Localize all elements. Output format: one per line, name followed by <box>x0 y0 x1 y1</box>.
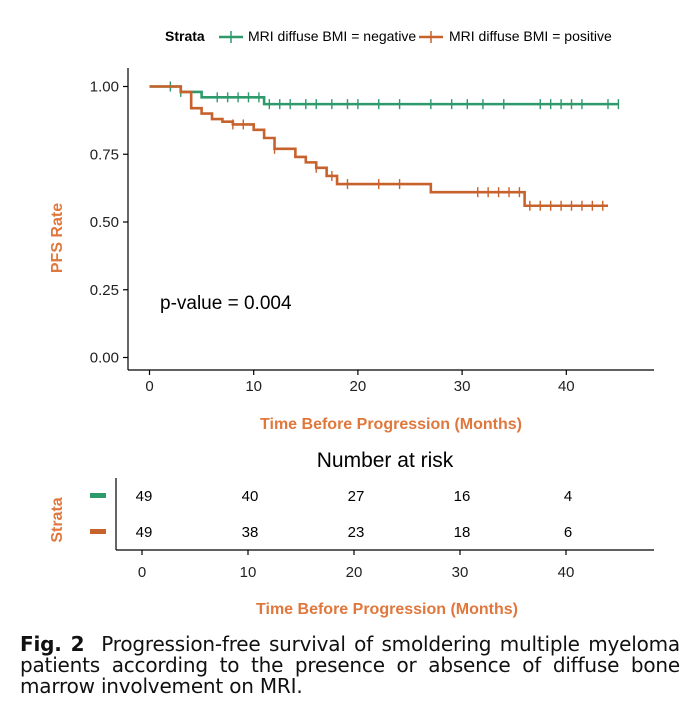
y-axis-title: PFS Rate <box>49 203 66 273</box>
x-tick-label: 10 <box>245 378 262 395</box>
risk-table-cell: 4 <box>564 488 572 505</box>
y-tick-label: 0.25 <box>90 282 119 299</box>
risk-x-tick-label: 0 <box>138 564 146 581</box>
risk-table-axes <box>115 478 654 551</box>
risk-table-title: Number at risk <box>317 449 454 472</box>
legend-label-negative: MRI diffuse BMI = negative <box>248 28 416 44</box>
x-tick-label: 20 <box>350 378 367 395</box>
risk-x-tick-label: 40 <box>558 564 575 581</box>
risk-row-key-positive <box>90 529 106 534</box>
survival-curve-negative <box>149 85 619 106</box>
y-tick-label: 0.50 <box>90 214 119 231</box>
legend: Strata MRI diffuse BMI = negative MRI di… <box>165 28 612 44</box>
risk-table-cell: 49 <box>136 488 153 505</box>
x-tick-label: 0 <box>145 378 153 395</box>
x-ticks: 0 10 20 30 40 <box>145 370 575 395</box>
x-tick-label: 40 <box>558 378 575 395</box>
risk-table-strata-label: Strata <box>49 497 66 542</box>
risk-table: 49 40 27 16 4 49 38 23 18 6 0 10 20 30 40 <box>90 488 574 581</box>
y-tick-label: 0.75 <box>90 146 119 163</box>
p-value-annotation: p-value = 0.004 <box>160 293 292 314</box>
risk-table-cell: 16 <box>454 488 471 505</box>
risk-table-cell: 49 <box>136 524 153 541</box>
risk-x-tick-label: 10 <box>240 564 257 581</box>
risk-table-cell: 27 <box>348 488 365 505</box>
risk-table-cell: 18 <box>454 524 471 541</box>
figure-label: Fig. 2 <box>20 632 85 656</box>
figure-caption: Fig. 2 Progression-free survival of smol… <box>20 634 680 697</box>
risk-table-cell: 38 <box>242 524 259 541</box>
risk-table-cell: 6 <box>564 524 572 541</box>
x-axis-title: Time Before Progression (Months) <box>260 416 522 433</box>
legend-title: Strata <box>165 28 205 44</box>
km-figure: Strata MRI diffuse BMI = negative MRI di… <box>49 28 654 618</box>
y-ticks: 0.00 0.25 0.50 0.75 1.00 <box>90 79 128 367</box>
risk-x-tick-label: 20 <box>346 564 363 581</box>
risk-x-tick-label: 30 <box>452 564 469 581</box>
y-tick-label: 1.00 <box>90 79 119 96</box>
risk-row-key-negative <box>90 493 106 498</box>
survival-curves <box>149 81 620 211</box>
figure-caption-text: Progression-free survival of smoldering … <box>20 632 680 698</box>
survival-curve-positive <box>149 85 608 208</box>
legend-label-positive: MRI diffuse BMI = positive <box>449 28 612 44</box>
x-tick-label: 30 <box>454 378 471 395</box>
risk-table-cell: 23 <box>348 524 365 541</box>
risk-table-cell: 40 <box>242 488 259 505</box>
y-tick-label: 0.00 <box>90 350 119 367</box>
risk-table-x-axis-title: Time Before Progression (Months) <box>256 601 518 618</box>
